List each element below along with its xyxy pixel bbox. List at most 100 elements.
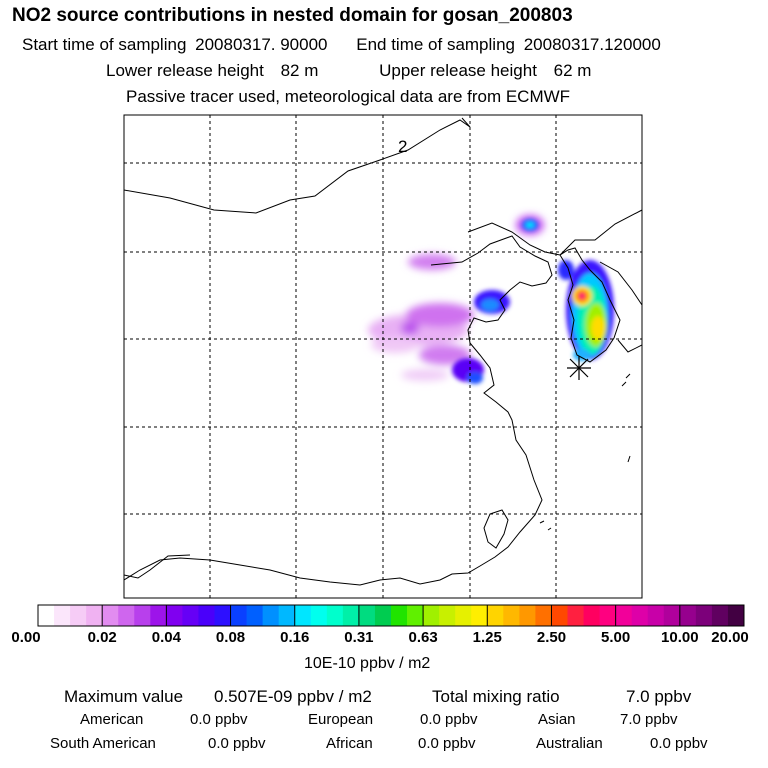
colorbar — [37, 604, 745, 627]
colorbar-swatch — [374, 605, 392, 626]
colorbar-swatch — [695, 605, 713, 626]
colorbar-unit: 10E-10 ppbv / m2 — [304, 655, 431, 672]
colorbar-swatch — [54, 605, 71, 626]
max-value-label: Maximum value — [64, 687, 184, 706]
colorbar-tick-label: 0.16 — [280, 629, 310, 646]
colorbar-swatch — [423, 605, 440, 626]
southeast-islands — [539, 373, 631, 531]
colorbar-tick-label: 0.00 — [11, 629, 41, 646]
colorbar-tick-label: 0.02 — [87, 629, 117, 646]
colorbar-swatch — [487, 605, 504, 626]
plume-cores-china — [452, 219, 538, 384]
japan-coast — [599, 261, 642, 353]
region-australian-label: Australian — [536, 735, 603, 752]
colorbar-swatch — [102, 605, 119, 626]
start-time-value: 20080317. 90000 — [195, 35, 328, 54]
region-american-label: American — [80, 711, 144, 728]
colorbar-swatch — [294, 605, 312, 626]
colorbar-swatch — [679, 605, 697, 626]
colorbar-swatch — [551, 605, 568, 626]
colorbar-swatch — [599, 605, 617, 626]
receptor-asterisk-icon — [567, 356, 591, 380]
border-north — [124, 117, 471, 214]
tracer-note: Passive tracer used, meteorological data… — [126, 87, 571, 106]
colorbar-swatch — [262, 605, 280, 626]
colorbar-swatch — [214, 605, 231, 626]
colorbar-swatch — [455, 605, 472, 626]
colorbar-swatch — [391, 605, 408, 626]
colorbar-tick-label: 0.08 — [215, 629, 246, 646]
region-south-american-value: 0.0 ppbv — [208, 735, 266, 752]
colorbar-swatch — [70, 605, 87, 626]
lower-release-value: 82 m — [280, 61, 319, 80]
upper-release-label: Upper release height — [379, 61, 537, 80]
map-frame — [123, 114, 643, 599]
colorbar-tick-label: 0.31 — [344, 629, 374, 646]
region-african-label: African — [326, 735, 373, 752]
colorbar-border — [37, 604, 745, 627]
colorbar-swatch — [711, 605, 729, 626]
colorbar-tick-label: 2.50 — [536, 629, 567, 646]
region-south-american-label: South American — [50, 735, 156, 752]
region-african-value: 0.0 ppbv — [418, 735, 476, 752]
colorbar-swatch — [198, 605, 215, 626]
upper-release-value: 62 m — [553, 61, 592, 80]
colorbar-swatch — [182, 605, 199, 626]
region-asian-value: 7.0 ppbv — [620, 711, 678, 728]
total-mixing-label: Total mixing ratio — [432, 687, 560, 706]
colorbar-swatch — [407, 605, 424, 626]
colorbar-swatch — [567, 605, 584, 626]
plume-korea — [558, 260, 614, 361]
colorbar-tick-label: 0.04 — [151, 629, 181, 646]
colorbar-tick-label: 0.63 — [408, 629, 438, 646]
taiwan — [483, 509, 509, 549]
colorbar-swatch — [471, 605, 488, 626]
region-european-label: European — [308, 711, 374, 728]
max-value: 0.507E-09 ppbv / m2 — [214, 687, 372, 706]
south-border — [124, 554, 191, 579]
end-time-value: 20080317.120000 — [523, 35, 661, 54]
colorbar-swatch — [134, 605, 151, 626]
colorbar-swatch — [246, 605, 264, 626]
colorbar-swatch — [519, 605, 536, 626]
colorbar-swatch — [647, 605, 665, 626]
plot-title: NO2 source contributions in nested domai… — [12, 5, 573, 26]
region-american-value: 0.0 ppbv — [190, 711, 248, 728]
colorbar-swatch — [326, 605, 344, 626]
colorbar-tick-label: 10.00 — [661, 629, 699, 646]
colorbar-swatch — [166, 605, 183, 626]
colorbar-swatch — [583, 605, 600, 626]
contour-label: 2 — [398, 137, 407, 156]
colorbar-swatch — [150, 605, 167, 626]
release-height-line: Lower release height 82 m Upper release … — [106, 62, 591, 79]
colorbar-tick-label: 20.00 — [711, 629, 749, 646]
colorbar-swatch — [615, 605, 633, 626]
colorbar-swatch — [278, 605, 296, 626]
lower-release-label: Lower release height — [106, 61, 264, 80]
colorbar-swatch — [118, 605, 135, 626]
end-time-label: End time of sampling — [356, 35, 515, 54]
colorbar-swatch — [439, 605, 456, 626]
plume-northchina — [368, 215, 544, 381]
total-mixing-value: 7.0 ppbv — [626, 687, 692, 706]
colorbar-tick-label: 5.00 — [601, 629, 631, 646]
colorbar-swatch — [342, 605, 360, 626]
concentration-field — [368, 215, 614, 384]
colorbar-swatch — [38, 605, 55, 626]
colorbar-swatch — [663, 605, 681, 626]
sampling-time-line: Start time of sampling 20080317. 90000 E… — [22, 36, 661, 53]
colorbar-swatch — [358, 605, 376, 626]
colorbar-swatch — [310, 605, 328, 626]
latlon-grid — [124, 115, 642, 598]
china-coast — [124, 235, 553, 586]
start-time-label: Start time of sampling — [22, 35, 187, 54]
region-australian-value: 0.0 ppbv — [650, 735, 708, 752]
colorbar-swatch — [727, 605, 745, 626]
coastlines — [124, 117, 642, 586]
colorbar-swatch — [535, 605, 552, 626]
colorbar-swatch — [503, 605, 520, 626]
region-asian-label: Asian — [538, 711, 576, 728]
colorbar-tick-label: 1.25 — [472, 629, 502, 646]
border-korea-north — [467, 209, 642, 256]
